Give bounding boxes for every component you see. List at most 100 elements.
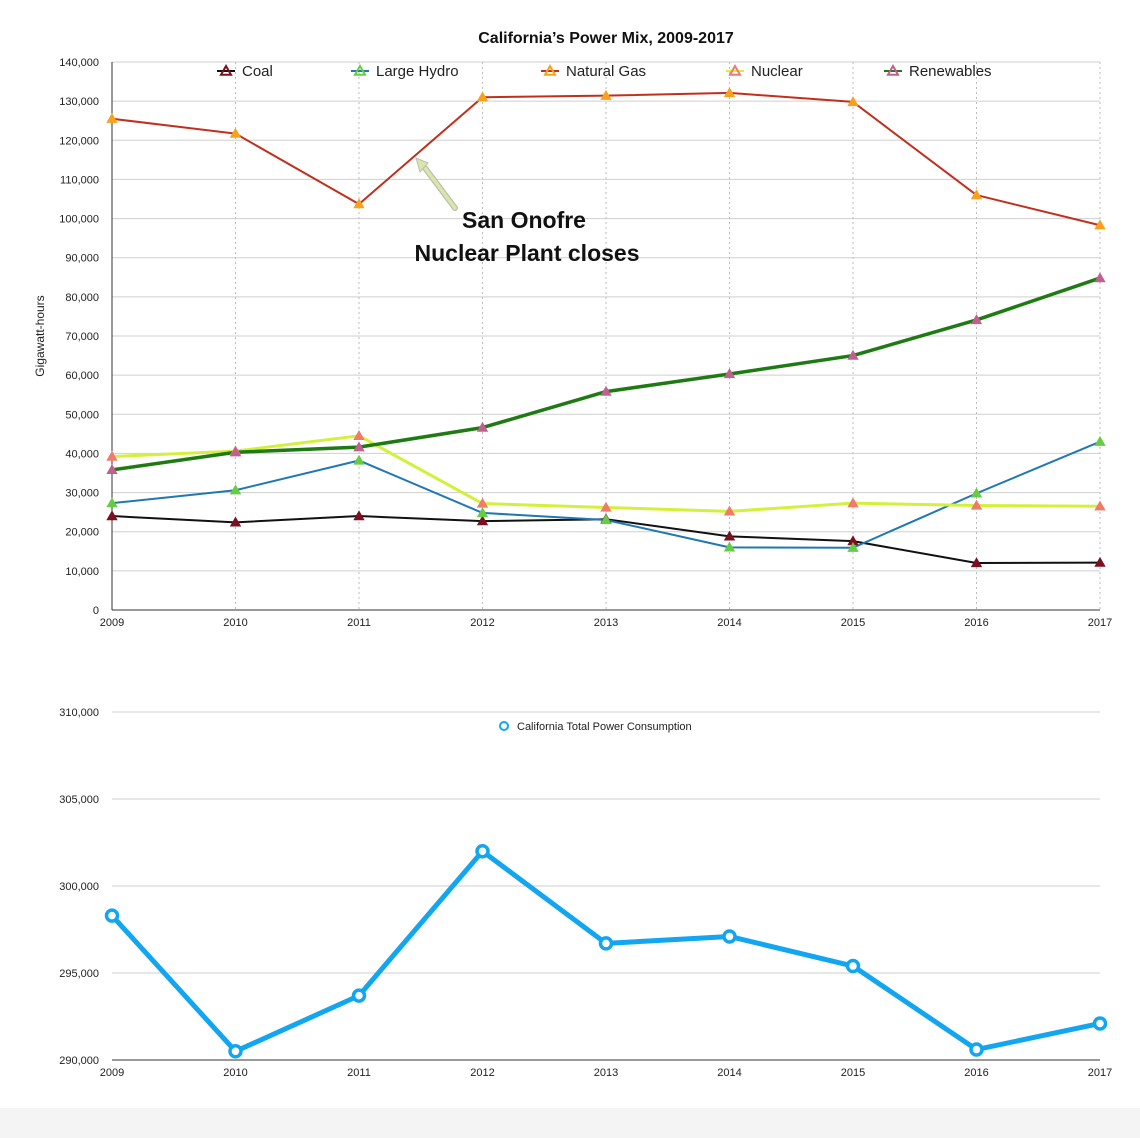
y-tick-label: 90,000 <box>65 253 99 265</box>
x-tick-label: 2011 <box>347 1067 371 1079</box>
annotation-line2: Nuclear Plant closes <box>415 240 640 266</box>
data-point-marker <box>723 368 736 379</box>
x-tick-label: 2017 <box>1088 1067 1112 1079</box>
data-point-marker <box>353 198 365 209</box>
y-tick-label: 20,000 <box>65 527 99 539</box>
y-tick-label: 40,000 <box>65 448 99 460</box>
x-tick-label: 2009 <box>100 1067 124 1079</box>
legend-marker <box>728 63 742 76</box>
data-point-marker <box>723 541 736 552</box>
data-point-marker <box>106 497 118 508</box>
data-point-marker <box>600 501 612 512</box>
data-point-marker <box>845 958 861 974</box>
y-tick-label: 120,000 <box>59 135 99 147</box>
data-point-marker <box>104 908 120 923</box>
y-tick-label: 80,000 <box>65 292 99 304</box>
window-bottom-strip <box>0 1108 1140 1138</box>
data-point-marker <box>847 349 859 360</box>
x-tick-label: 2015 <box>841 1067 865 1079</box>
data-point-marker <box>1094 556 1106 567</box>
data-point-marker <box>969 1042 984 1057</box>
y-tick-label: 290,000 <box>59 1055 99 1067</box>
data-point-marker <box>970 499 983 510</box>
y-tick-label: 130,000 <box>59 96 99 108</box>
legend-marker <box>499 721 509 731</box>
x-tick-label: 2012 <box>470 1067 494 1079</box>
y-tick-label: 140,000 <box>59 57 99 69</box>
x-tick-label: 2013 <box>594 1067 618 1079</box>
y-tick-label: 110,000 <box>60 174 99 186</box>
data-point-marker <box>353 454 365 465</box>
x-tick-label: 2017 <box>1088 617 1112 629</box>
data-point-marker <box>600 89 612 100</box>
y-tick-label: 50,000 <box>65 409 99 421</box>
legend-marker <box>543 63 557 76</box>
power-mix-chart: California’s Power Mix, 2009-2017 0 10,000… <box>33 30 1112 629</box>
data-point-marker <box>600 385 612 396</box>
data-point-marker <box>106 112 118 123</box>
legend-label: Nuclear <box>751 63 803 80</box>
data-point-marker <box>723 87 736 98</box>
data-point-marker <box>476 507 489 518</box>
data-point-marker <box>353 510 365 521</box>
annotation-line1: San Onofre <box>462 207 586 233</box>
data-point-marker <box>475 843 490 859</box>
data-point-marker <box>970 189 983 200</box>
annotation-arrow <box>415 157 458 211</box>
data-point-marker <box>229 127 242 138</box>
x-tick-label: 2009 <box>100 617 124 629</box>
x-tick-label: 2014 <box>717 1067 741 1079</box>
data-point-marker <box>353 441 365 452</box>
data-point-marker <box>1094 435 1106 446</box>
y-tick-label: 310,000 <box>59 707 99 719</box>
legend-label: Coal <box>242 63 273 80</box>
legend-marker <box>219 63 233 76</box>
data-point-marker <box>1094 272 1106 283</box>
data-point-marker <box>722 929 737 944</box>
total-consumption-chart: 290,000 295,000 300,000 305,000 310,000 2009 2… <box>59 707 1112 1079</box>
x-tick-label: 2013 <box>594 617 618 629</box>
legend-marker <box>353 63 367 76</box>
data-point-marker <box>229 484 242 495</box>
data-point-marker <box>476 91 489 102</box>
data-point-marker <box>847 96 859 107</box>
data-point-marker <box>1094 219 1106 230</box>
y-tick-label: 30,000 <box>65 488 99 500</box>
x-tick-label: 2016 <box>964 617 988 629</box>
data-point-marker <box>723 505 736 516</box>
x-tick-label: 2012 <box>470 617 494 629</box>
y-tick-label: 300,000 <box>59 881 99 893</box>
x-tick-label: 2014 <box>717 617 741 629</box>
y-tick-label: 70,000 <box>65 331 99 343</box>
y-tick-label: 100,000 <box>59 214 99 226</box>
data-point-marker <box>106 464 118 475</box>
y-tick-label: 0 <box>93 605 99 617</box>
y-tick-label: 295,000 <box>59 968 99 980</box>
data-point-marker <box>476 515 489 526</box>
data-point-marker <box>970 314 983 325</box>
data-point-marker <box>970 557 983 568</box>
data-point-marker <box>476 497 489 508</box>
y-tick-label: 10,000 <box>65 566 99 578</box>
data-point-marker <box>723 530 736 541</box>
y-tick-label: 305,000 <box>59 794 99 806</box>
data-point-marker <box>351 988 367 1003</box>
x-tick-label: 2010 <box>223 617 247 629</box>
y-tick-label: 60,000 <box>65 370 99 382</box>
legend-label: Large Hydro <box>376 63 459 80</box>
data-point-marker <box>847 497 859 508</box>
chart-title: California’s Power Mix, 2009-2017 <box>478 30 734 47</box>
data-point-marker <box>847 541 859 552</box>
legend-label: Renewables <box>909 63 992 80</box>
data-point-marker <box>106 450 118 461</box>
data-point-marker <box>598 936 614 951</box>
data-point-marker <box>476 421 489 432</box>
legend-label: Natural Gas <box>566 63 646 80</box>
data-point-marker <box>228 1044 243 1059</box>
x-tick-label: 2015 <box>841 617 865 629</box>
x-tick-label: 2011 <box>347 617 371 629</box>
data-point-marker <box>229 446 242 457</box>
series-line-total-consumption <box>110 848 1101 1054</box>
data-point-marker <box>1094 500 1106 511</box>
